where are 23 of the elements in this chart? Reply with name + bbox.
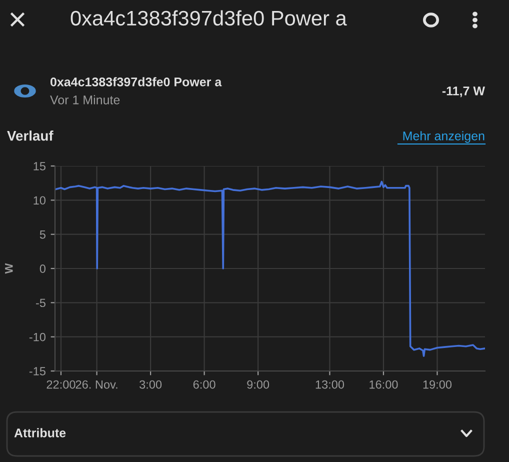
x-tick-label: 6:00	[193, 380, 216, 389]
y-tick-label: 10	[34, 196, 46, 205]
x-tick-label: 22:00	[46, 380, 76, 389]
text: Attribute	[14, 428, 66, 438]
chart-title: 0xa4c1383f397d3fe0 Power a	[50, 77, 222, 86]
x-tick-label: 16:00	[370, 380, 398, 389]
y-tick-label: -15	[29, 367, 46, 376]
y-tick-label: 5	[40, 230, 46, 239]
text: Vor 1 Minute	[50, 95, 120, 104]
y-tick-label: 15	[34, 162, 46, 170]
chart-subtitle: Verlauf	[7, 130, 54, 141]
text: Mehr anzeigen	[403, 131, 484, 143]
y-tick-label: -10	[29, 332, 46, 342]
text: -11,7 W	[442, 86, 485, 98]
y-tick-label: 0	[40, 264, 46, 273]
x-tick-label: 13:00	[316, 380, 344, 389]
y-tick-label: -5	[36, 298, 46, 308]
x-tick-label: 3:00	[140, 380, 162, 389]
x-tick-label: 9:00	[247, 380, 270, 389]
y-axis-title: W	[5, 263, 13, 274]
x-tick-label: 26. Nov.	[76, 380, 118, 389]
text: 0xa4c1383f397d3fe0 Power a	[70, 10, 347, 26]
x-tick-label: 19:00	[423, 380, 452, 389]
